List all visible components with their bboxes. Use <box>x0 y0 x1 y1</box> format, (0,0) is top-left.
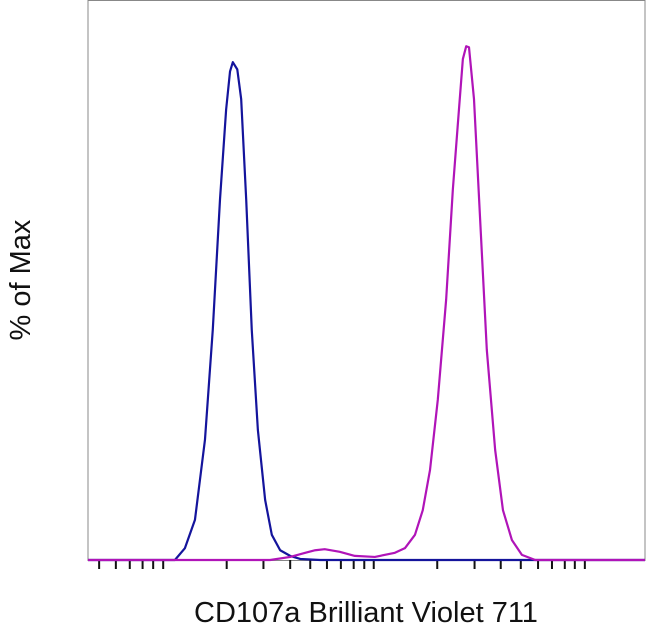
y-axis-label: % of Max <box>5 219 37 340</box>
plot-frame <box>87 0 646 561</box>
x-axis-label: CD107a Brilliant Violet 711 <box>194 597 538 629</box>
histogram-line <box>88 61 645 562</box>
histogram-line <box>88 45 645 562</box>
